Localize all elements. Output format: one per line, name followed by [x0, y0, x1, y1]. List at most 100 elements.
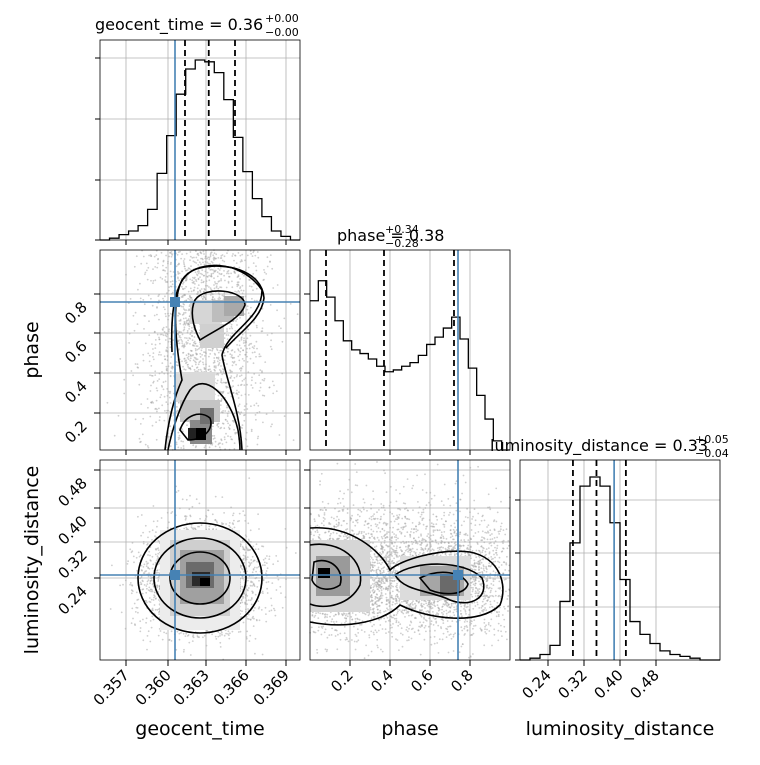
sample-point: [160, 334, 162, 336]
sample-point: [208, 286, 210, 288]
sample-point: [250, 335, 252, 337]
sample-point: [199, 353, 201, 355]
sample-point: [183, 260, 185, 262]
sample-point: [214, 288, 216, 290]
sample-point: [156, 411, 158, 413]
sample-point: [206, 645, 208, 647]
sample-point: [228, 273, 230, 275]
sample-point: [244, 603, 246, 605]
sample-point: [216, 383, 218, 385]
sample-point: [255, 382, 257, 384]
sample-point: [160, 277, 162, 279]
sample-point: [189, 338, 191, 340]
sample-point: [251, 286, 253, 288]
sample-point: [224, 255, 226, 257]
sample-point: [143, 541, 145, 543]
sample-point: [180, 440, 182, 442]
sample-point: [125, 274, 127, 276]
sample-point: [251, 604, 253, 606]
sample-point: [141, 514, 143, 516]
sample-point: [188, 328, 190, 330]
sample-point: [251, 379, 253, 381]
sample-point: [221, 399, 223, 401]
sample-point: [193, 637, 195, 639]
sample-point: [279, 434, 281, 436]
sample-point: [226, 252, 228, 254]
sample-point: [186, 320, 188, 322]
sample-point: [182, 288, 184, 290]
sample-point: [273, 385, 275, 387]
sample-point: [171, 640, 173, 642]
sample-point: [155, 339, 157, 341]
sample-point: [204, 264, 206, 266]
sample-point: [242, 285, 244, 287]
sample-point: [247, 305, 249, 307]
sample-point: [149, 641, 151, 643]
sample-point: [170, 313, 172, 315]
sample-point: [252, 592, 254, 594]
sample-point: [183, 633, 185, 635]
sample-point: [186, 337, 188, 339]
sample-point: [146, 270, 148, 272]
sample-point: [191, 279, 193, 281]
sample-point: [219, 273, 221, 275]
sample-point: [209, 446, 211, 448]
sample-point: [242, 358, 244, 360]
sample-point: [245, 269, 247, 271]
sample-point: [256, 543, 258, 545]
sample-point: [240, 411, 242, 413]
sample-point: [218, 296, 220, 298]
sample-point: [167, 350, 169, 352]
sample-point: [245, 557, 247, 559]
sample-point: [166, 326, 168, 328]
sample-point: [180, 447, 182, 449]
sample-point: [162, 639, 164, 641]
sample-point: [254, 345, 256, 347]
sample-point: [179, 272, 181, 274]
sample-point: [218, 365, 220, 367]
sample-point: [157, 295, 159, 297]
sample-point: [243, 558, 245, 560]
sample-point: [187, 364, 189, 366]
sample-point: [199, 518, 201, 520]
sample-point: [162, 298, 164, 300]
sample-point: [220, 378, 222, 380]
sample-point: [238, 360, 240, 362]
sample-point: [266, 555, 268, 557]
sample-point: [267, 266, 269, 268]
sample-point: [202, 358, 204, 360]
sample-point: [189, 279, 191, 281]
sample-point: [234, 442, 236, 444]
sample-point: [204, 368, 206, 370]
sample-point: [203, 251, 205, 253]
sample-point: [140, 554, 142, 556]
sample-point: [223, 423, 225, 425]
sample-point: [122, 584, 124, 586]
sample-point: [190, 350, 192, 352]
sample-point: [262, 564, 264, 566]
sample-point: [222, 260, 224, 262]
sample-point: [256, 619, 258, 621]
sample-point: [263, 269, 265, 271]
sample-point: [155, 597, 157, 599]
sample-point: [137, 363, 139, 365]
sample-point: [164, 355, 166, 357]
sample-point: [144, 273, 146, 275]
sample-point: [227, 392, 229, 394]
sample-point: [211, 252, 213, 254]
sample-point: [233, 260, 235, 262]
sample-point: [181, 286, 183, 288]
sample-point: [252, 387, 254, 389]
sample-point: [290, 303, 292, 305]
sample-point: [185, 312, 187, 314]
sample-point: [246, 356, 248, 358]
sample-point: [238, 397, 240, 399]
sample-point: [131, 370, 133, 372]
sample-point: [191, 297, 193, 299]
sample-point: [176, 443, 178, 445]
sample-point: [232, 631, 234, 633]
sample-point: [255, 594, 257, 596]
sample-point: [119, 585, 121, 587]
sample-point: [146, 561, 148, 563]
sample-point: [245, 296, 247, 298]
